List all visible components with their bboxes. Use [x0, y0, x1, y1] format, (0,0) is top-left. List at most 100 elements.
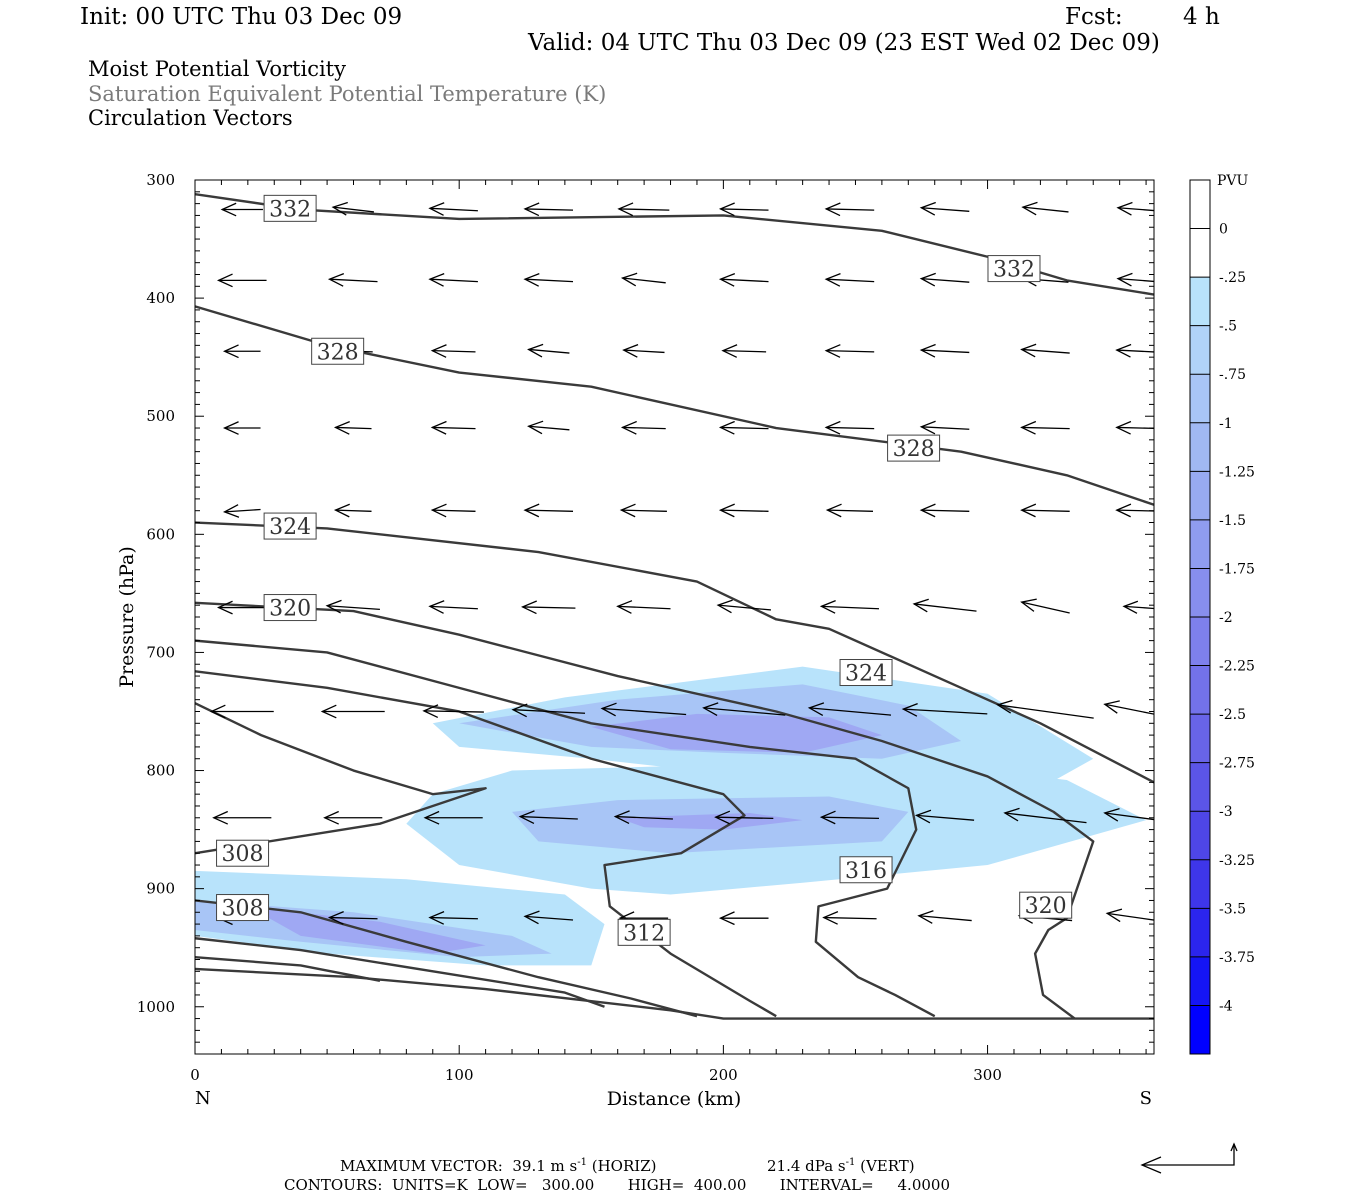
circulation-vector	[620, 420, 666, 435]
axis-labels: Distance (km) Pressure (hPa) N S	[116, 546, 1152, 1110]
vector-shaft	[623, 349, 665, 354]
vector-shaft	[617, 605, 671, 610]
vector-head	[327, 272, 345, 287]
forecast-hours: 4 h	[1183, 4, 1220, 30]
x-tick-label: 100	[445, 1066, 474, 1084]
circulation-vector	[620, 272, 666, 287]
vector-shaft	[1021, 509, 1070, 512]
circulation-vector	[1115, 343, 1154, 358]
circulation-vector	[718, 503, 769, 518]
circulation-vector	[996, 699, 1094, 719]
circulation-vector	[824, 272, 875, 287]
pv-shading-layer	[195, 666, 1147, 966]
vector-shaft	[429, 605, 478, 610]
vector-shaft	[826, 208, 875, 211]
vector-head	[216, 600, 233, 615]
vector-head	[824, 344, 841, 358]
vector-head	[919, 503, 936, 518]
circulation-vector	[919, 420, 970, 435]
y-tick-label: 300	[146, 171, 175, 189]
circulation-vector	[523, 272, 574, 287]
vector-head	[222, 504, 240, 518]
vector-head	[1115, 503, 1132, 518]
vector-head	[901, 702, 918, 717]
vector-shaft	[522, 606, 576, 609]
vector-head	[617, 202, 634, 217]
vector-head	[428, 911, 445, 925]
vector-shaft	[1022, 206, 1069, 213]
contour-label-box	[1019, 891, 1073, 919]
colorbar-tick-label: -3.5	[1219, 901, 1246, 917]
vector-head	[819, 810, 836, 825]
circulation-vector	[220, 202, 263, 217]
circulation-vector	[1103, 807, 1154, 822]
contour-label-text: 320	[269, 597, 311, 622]
vector-head	[527, 420, 544, 435]
colorbar-tick-label: -1.25	[1219, 464, 1255, 480]
circulation-vector	[1115, 420, 1154, 435]
vector-shaft	[921, 277, 970, 283]
vector-shaft	[429, 207, 478, 212]
circulation-vector	[718, 202, 769, 217]
theta-contour-324	[195, 521, 1154, 784]
field-title-thetaes: Saturation Equivalent Potential Temperat…	[88, 82, 607, 106]
vector-shaft	[528, 425, 570, 431]
vector-head	[702, 702, 719, 716]
y-tick-label: 800	[146, 762, 175, 780]
vector-head	[824, 420, 841, 435]
max-vector-line: MAXIMUM VECTOR: 39.1 m s-1 (HORIZ)	[340, 1157, 656, 1175]
vector-head	[718, 911, 735, 926]
x-axis-right-end-label: S	[1140, 1088, 1152, 1109]
vector-head	[824, 202, 841, 217]
vector-head	[523, 910, 540, 925]
vector-shaft	[1116, 349, 1154, 353]
vector-head	[333, 503, 350, 518]
circulation-vector	[822, 910, 877, 925]
vector-head	[1020, 420, 1037, 435]
circulation-vector	[1105, 908, 1154, 923]
field-title-vectors: Circulation Vectors	[88, 106, 293, 130]
colorbar-segment	[1190, 956, 1210, 1006]
vector-head	[1020, 503, 1037, 518]
circulation-vector	[527, 420, 570, 435]
vector-head	[212, 810, 229, 825]
vector-shaft	[1117, 277, 1154, 283]
vector-shaft	[520, 815, 578, 820]
vector-shaft	[826, 426, 875, 430]
vector-head	[822, 910, 839, 925]
vector-shaft	[432, 426, 476, 430]
pv-shade-region	[591, 713, 882, 753]
vector-head	[511, 703, 528, 718]
contour-label: 320	[1019, 891, 1073, 919]
colorbar-segment	[1190, 374, 1210, 424]
vector-head	[430, 503, 447, 518]
colorbar-tick-label: 0	[1219, 222, 1228, 238]
contour-label-box	[263, 594, 317, 622]
vector-shaft	[1004, 812, 1087, 824]
vector-shaft	[997, 704, 1094, 719]
colorbar-tick-label: -.5	[1219, 319, 1237, 335]
circulation-vector	[718, 911, 769, 926]
max-vector-horiz-text: MAXIMUM VECTOR: 39.1 m s	[340, 1157, 578, 1175]
vector-shaft	[821, 816, 879, 820]
vector-shaft	[524, 509, 574, 512]
colorbar-segment	[1190, 617, 1210, 667]
contour-label-box	[311, 337, 365, 365]
colorbar-segment	[1190, 665, 1210, 715]
vector-shaft	[903, 708, 988, 715]
circulation-vector	[222, 344, 261, 359]
vector-shaft	[615, 815, 673, 820]
contour-label-text: 324	[845, 662, 887, 687]
circulation-vector	[222, 421, 261, 435]
vector-head	[521, 600, 538, 615]
vector-shaft	[1104, 703, 1154, 715]
contour-label: 316	[839, 856, 893, 884]
contour-label: 308	[216, 839, 270, 867]
vector-shaft	[715, 816, 774, 820]
circulation-vector	[1103, 700, 1154, 715]
circulation-vector	[333, 420, 372, 435]
colorbar-tick-label: -2	[1219, 610, 1233, 626]
contour-label: 312	[617, 918, 671, 946]
circulation-vector	[521, 600, 576, 615]
circulation-vector	[819, 600, 880, 614]
